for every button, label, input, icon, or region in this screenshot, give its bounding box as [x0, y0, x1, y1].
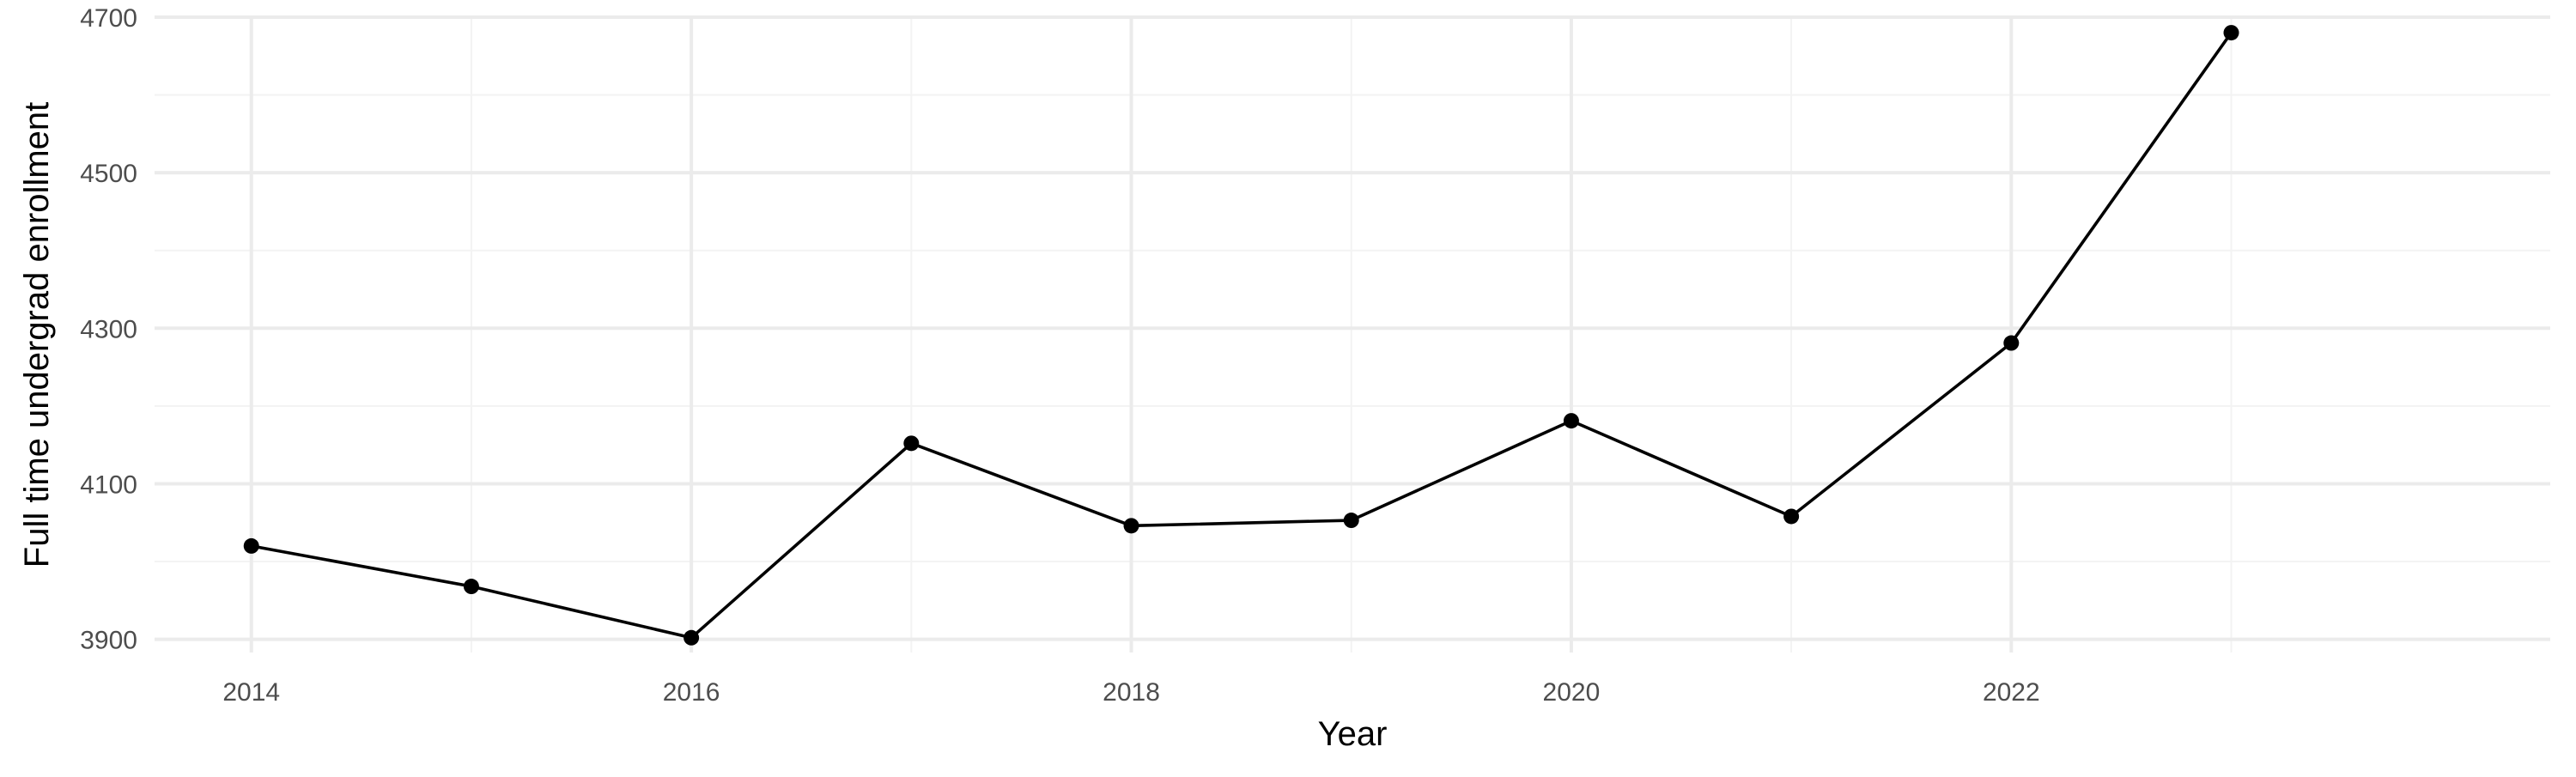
data-point: [2223, 25, 2239, 41]
x-tick-label: 2018: [1103, 678, 1160, 707]
data-point: [1783, 508, 1800, 525]
x-axis-title: Year: [1318, 715, 1388, 753]
data-point: [1563, 413, 1579, 429]
data-point: [1343, 513, 1359, 529]
x-tick-labels: 2014 2016 2018 2020 2022: [222, 678, 2039, 707]
data-point: [1123, 518, 1139, 534]
y-tick-label: 4100: [80, 470, 137, 499]
series-line: [251, 32, 2233, 640]
data-point: [903, 435, 920, 452]
x-tick-label: 2016: [663, 678, 720, 707]
minor-gridlines: [155, 17, 2550, 653]
y-tick-labels: 3900 4100 4300 4500 4700: [80, 4, 137, 655]
x-tick-label: 2014: [222, 678, 280, 707]
y-tick-label: 4300: [80, 315, 137, 343]
series: [251, 32, 2233, 640]
data-point: [243, 537, 259, 554]
data-point: [2003, 335, 2020, 351]
data-point: [463, 579, 479, 595]
major-gridlines: [155, 15, 2550, 653]
x-tick-label: 2020: [1543, 678, 1601, 707]
data-points: [243, 25, 2239, 646]
y-tick-label: 3900: [80, 627, 137, 655]
y-tick-label: 4700: [80, 4, 137, 33]
y-axis-title: Full time undergrad enrollment: [18, 102, 56, 568]
data-point: [683, 629, 700, 646]
y-tick-label: 4500: [80, 160, 137, 188]
x-tick-label: 2022: [1983, 678, 2040, 707]
